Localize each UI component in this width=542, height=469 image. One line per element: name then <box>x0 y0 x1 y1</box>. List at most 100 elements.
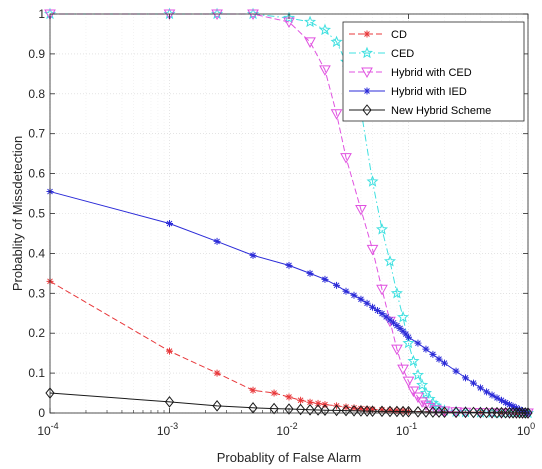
series-marker <box>492 406 502 419</box>
y-tick-label: 0.7 <box>28 127 45 141</box>
series-marker <box>269 402 279 415</box>
series-marker <box>496 406 507 419</box>
y-tick-label: 0.5 <box>28 207 45 221</box>
y-tick-label: 0.3 <box>28 286 45 300</box>
series-marker <box>297 396 305 404</box>
tick-labels: 10-4 10-3 10-2 10-1 100 0 0.1 0.2 0.3 0.4 0.5 0.6 0.… <box>28 7 535 438</box>
series-marker <box>306 398 314 406</box>
series-marker <box>363 299 371 307</box>
series-marker <box>488 391 496 399</box>
series-marker <box>377 405 387 418</box>
series-marker <box>304 37 316 48</box>
series-marker <box>505 401 513 409</box>
series-marker <box>397 364 409 376</box>
series-marker <box>163 9 176 21</box>
series-marker <box>503 408 516 419</box>
series-marker <box>321 275 329 283</box>
series-marker <box>419 386 432 399</box>
series-marker <box>330 35 343 48</box>
series-marker <box>397 310 410 323</box>
series-marker <box>355 205 367 216</box>
series-marker <box>340 153 352 164</box>
series-marker <box>295 403 306 416</box>
series-marker <box>375 223 389 235</box>
legend-marker <box>363 30 371 38</box>
y-tick-label: 1 <box>38 7 45 21</box>
series-marker <box>386 316 394 324</box>
series-marker <box>508 407 518 419</box>
series-marker <box>429 350 437 358</box>
series-marker <box>422 345 430 353</box>
series-marker <box>407 354 420 367</box>
legend: CD CED Hybrid with CED Hybrid with IED New H… <box>342 21 525 122</box>
series-marker <box>369 303 377 311</box>
series-marker <box>501 406 511 419</box>
series-marker <box>420 400 432 412</box>
series-marker <box>440 359 448 367</box>
series-marker <box>350 291 358 299</box>
series-marker <box>166 347 173 355</box>
legend-marker <box>361 67 373 79</box>
series-marker <box>373 306 381 314</box>
series-marker <box>390 319 398 327</box>
y-tick-label: 0.2 <box>28 326 45 340</box>
series-marker <box>319 65 331 76</box>
series-marker <box>330 109 343 120</box>
series-marker <box>523 407 533 419</box>
series-marker <box>452 367 460 375</box>
y-tick-label: 0.4 <box>28 246 45 260</box>
series-marker <box>462 374 470 382</box>
series-marker <box>483 388 491 396</box>
series-marker <box>357 405 365 413</box>
series-marker <box>392 405 402 418</box>
series-marker <box>249 251 257 259</box>
series-marker <box>383 255 397 267</box>
legend-label: CED <box>391 48 414 60</box>
series-marker <box>497 396 505 404</box>
series-marker <box>350 404 358 412</box>
series-marker <box>333 281 341 289</box>
series-marker <box>393 322 401 330</box>
series-marker <box>421 406 431 418</box>
series-line <box>50 13 529 414</box>
legend-marker <box>360 46 374 59</box>
series-marker <box>331 404 342 417</box>
series-marker <box>468 406 479 419</box>
legend-marker <box>362 104 372 116</box>
series-marker <box>367 405 378 418</box>
series-marker <box>166 219 173 227</box>
series-marker <box>428 406 438 418</box>
series-marker <box>285 261 293 269</box>
series-marker <box>390 286 403 299</box>
series-marker <box>212 400 222 412</box>
series-marker <box>249 386 257 394</box>
series-marker <box>439 406 450 419</box>
y-tick-label: 0.9 <box>28 47 45 61</box>
legend-label: CD <box>391 29 407 41</box>
y-tick-label: 0.8 <box>28 87 45 101</box>
series-marker <box>405 333 412 341</box>
series-marker <box>407 386 420 398</box>
x-tick-label: 10-3 <box>157 421 178 438</box>
series-marker <box>313 404 323 416</box>
series-marker <box>416 397 428 408</box>
series-marker <box>270 389 278 397</box>
series-marker <box>516 405 524 413</box>
series-marker <box>396 324 404 332</box>
ticks <box>49 13 529 414</box>
series-marker <box>320 404 330 417</box>
series-marker <box>285 393 293 401</box>
series-marker <box>475 406 486 419</box>
x-tick-label: 10-2 <box>276 421 297 438</box>
series-marker <box>413 406 423 418</box>
series-marker <box>470 379 478 387</box>
series-marker <box>376 284 388 296</box>
series-marker <box>366 244 379 256</box>
series-marker <box>402 336 415 349</box>
series-marker <box>378 406 386 414</box>
series-marker <box>402 376 415 388</box>
series-marker <box>356 405 366 417</box>
y-tick-label: 0.6 <box>28 167 45 181</box>
series-marker <box>451 406 461 419</box>
